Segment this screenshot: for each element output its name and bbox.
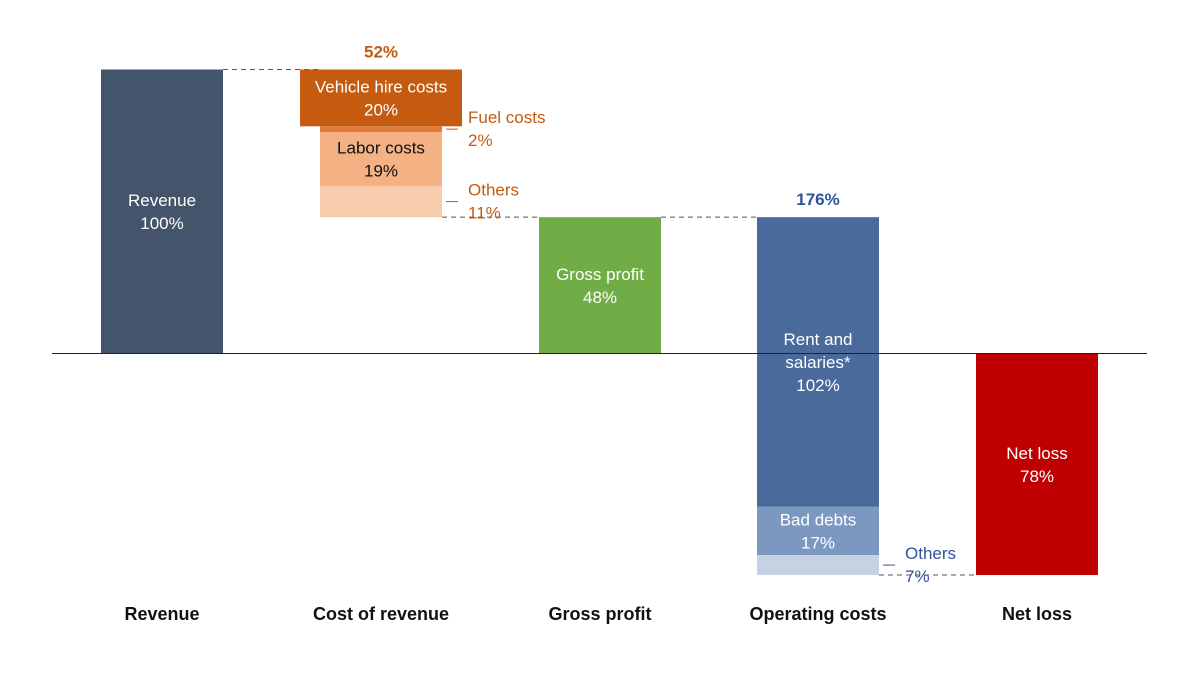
bar-operating-costs-rent-and-salaries-label: Rent and salaries* 102% bbox=[784, 330, 853, 395]
category-label-revenue: Revenue bbox=[124, 604, 199, 624]
bar-operating-costs-bad-debts bbox=[757, 506, 879, 556]
bar-gross-profit-gross-profit bbox=[539, 217, 661, 354]
bar-cost-of-revenue-labor-costs-label: Labor costs 19% bbox=[337, 138, 425, 180]
category-label-net-loss: Net loss bbox=[1002, 604, 1072, 624]
bar-revenue-revenue-label: Revenue 100% bbox=[128, 191, 196, 233]
labels: Revenue 100% Vehicle hire costs 20% Fuel cos… bbox=[128, 43, 1068, 587]
bar-cost-of-revenue-fuel-costs bbox=[320, 126, 442, 132]
total-label-cost-of-revenue: 52% bbox=[364, 43, 398, 62]
bar-cost-of-revenue-vehicle-hire-costs-label: Vehicle hire costs 20% bbox=[315, 77, 447, 119]
bar-cost-of-revenue-vehicle-hire-costs bbox=[300, 69, 462, 127]
bar-cost-of-revenue-others-label: Others 11% bbox=[468, 181, 519, 223]
bar-operating-costs-others bbox=[757, 555, 879, 576]
bar-gross-profit-gross-profit-label: Gross profit 48% bbox=[556, 265, 644, 307]
bar-net-loss-net-loss bbox=[976, 353, 1098, 576]
total-label-operating-costs: 176% bbox=[796, 190, 839, 209]
bar-revenue-revenue bbox=[101, 69, 223, 354]
connector-lines bbox=[223, 69, 976, 576]
bar-cost-of-revenue-fuel-costs-label: Fuel costs 2% bbox=[468, 108, 545, 150]
category-labels: Revenue Cost of revenue Gross profit Operat… bbox=[124, 604, 1072, 624]
bar-operating-costs-bad-debts-label: Bad debts 17% bbox=[780, 511, 857, 553]
bar-cost-of-revenue-others bbox=[320, 185, 442, 218]
bar-cost-of-revenue-labor-costs bbox=[320, 131, 442, 186]
bar-net-loss-net-loss-label: Net loss 78% bbox=[1006, 444, 1067, 486]
bars bbox=[101, 69, 1098, 576]
category-label-operating-costs: Operating costs bbox=[749, 604, 886, 624]
bar-operating-costs-others-label: Others 7% bbox=[905, 544, 956, 586]
category-label-cost-of-revenue: Cost of revenue bbox=[313, 604, 449, 624]
category-label-gross-profit: Gross profit bbox=[548, 604, 651, 624]
bar-operating-costs-rent-and-salaries bbox=[757, 217, 879, 507]
